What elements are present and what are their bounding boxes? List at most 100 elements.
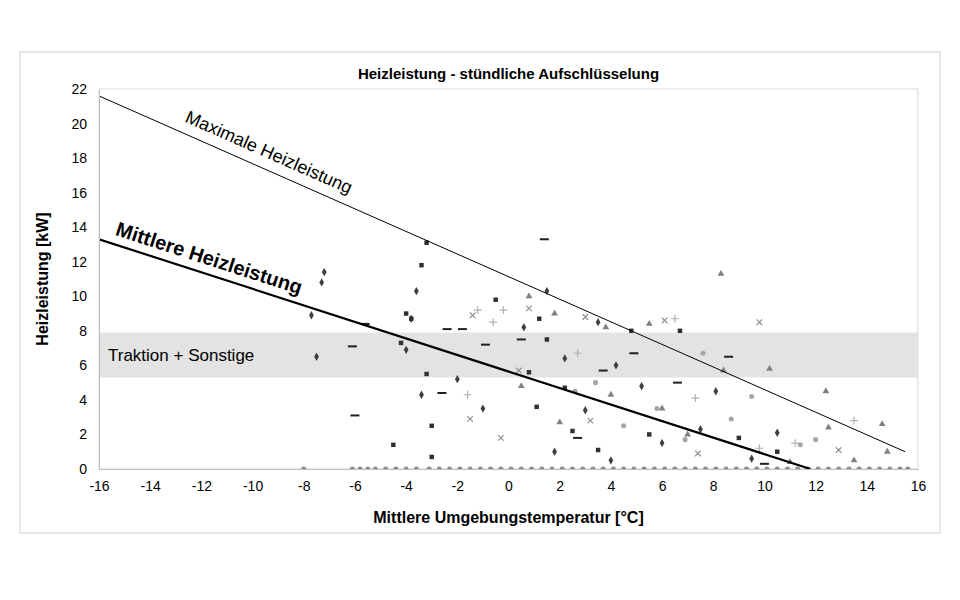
chart-title: Heizleistung - stündliche Aufschlüsselun…	[358, 65, 659, 82]
data-point	[391, 443, 395, 447]
data-point	[573, 437, 582, 439]
data-point	[639, 382, 644, 390]
plot-frame	[99, 89, 918, 469]
tick-label: 18	[71, 150, 87, 166]
data-point	[539, 466, 544, 469]
data-point	[836, 447, 842, 453]
data-point	[754, 466, 759, 469]
tick-label: -2	[452, 478, 465, 494]
tick-label: 0	[79, 461, 87, 477]
data-point	[570, 466, 575, 469]
tick: 14	[860, 469, 876, 494]
tick: -2	[452, 469, 465, 494]
data-point	[713, 466, 718, 469]
data-point	[593, 380, 598, 385]
data-point	[521, 323, 526, 331]
data-point	[404, 311, 408, 315]
data-point	[652, 466, 657, 469]
scatter-series	[348, 239, 769, 464]
tick: 0	[505, 469, 513, 494]
data-point	[570, 429, 574, 433]
data-point	[518, 382, 525, 388]
data-point	[582, 314, 588, 320]
data-point	[549, 466, 554, 469]
chart-svg: Maximale HeizleistungMittlere Heizleistu…	[0, 0, 960, 600]
x-axis-title: Mittlere Umgebungstemperatur [°C]	[373, 509, 643, 526]
data-point	[614, 361, 619, 369]
data-point	[383, 466, 388, 469]
data-point	[905, 466, 910, 469]
data-point	[447, 466, 452, 469]
chart-border	[20, 52, 940, 533]
tick: 8	[710, 469, 718, 494]
tick-label: 8	[710, 478, 718, 494]
data-point	[642, 466, 647, 469]
data-point	[775, 449, 779, 453]
plot-area	[99, 96, 918, 469]
data-point	[857, 466, 862, 469]
data-point	[744, 466, 749, 469]
data-point	[608, 456, 613, 464]
tick: 6	[659, 469, 667, 494]
data-point	[424, 372, 428, 376]
data-point	[602, 323, 609, 329]
data-point	[599, 370, 608, 372]
data-point	[526, 292, 533, 298]
data-point	[678, 329, 682, 333]
scatter-series	[467, 306, 841, 457]
data-point	[607, 391, 614, 397]
data-point	[654, 406, 659, 411]
data-point	[734, 466, 739, 469]
data-point	[545, 337, 549, 341]
data-point	[836, 466, 841, 469]
data-point	[322, 268, 327, 276]
data-point	[867, 466, 872, 469]
data-point	[481, 344, 490, 346]
data-point	[662, 318, 668, 324]
tick: 4	[79, 392, 99, 408]
data-point	[517, 338, 526, 340]
tick: 12	[71, 254, 99, 270]
data-point	[458, 328, 467, 330]
band-label: Traktion + Sonstige	[108, 346, 254, 365]
data-point	[348, 345, 357, 347]
tick-label: 12	[71, 254, 87, 270]
tick: -12	[192, 469, 212, 494]
data-point	[478, 466, 483, 469]
tick-label: 4	[79, 392, 87, 408]
data-point	[683, 437, 688, 442]
data-point	[527, 370, 531, 374]
tick-label: -16	[89, 478, 109, 494]
tick-label: 10	[757, 478, 773, 494]
tick-label: 6	[79, 357, 87, 373]
data-point	[764, 466, 769, 469]
data-point	[526, 306, 532, 312]
data-point	[467, 416, 473, 422]
axis-line	[100, 469, 919, 470]
data-point	[519, 466, 524, 469]
tick: 12	[808, 469, 824, 494]
data-point	[419, 391, 424, 399]
tick-label: 8	[79, 323, 87, 339]
data-point	[455, 375, 460, 383]
data-point	[631, 466, 636, 469]
data-point	[590, 466, 595, 469]
tick: -14	[141, 469, 161, 494]
tick: 2	[79, 426, 99, 442]
tick-label: -14	[141, 478, 161, 494]
data-point	[537, 316, 541, 320]
data-point	[409, 316, 413, 320]
tick: 2	[556, 469, 564, 494]
data-point	[429, 455, 433, 459]
y-axis: 0246810121416182022	[71, 81, 99, 477]
tick: -10	[243, 469, 263, 494]
data-point	[851, 456, 858, 462]
line-series	[99, 239, 811, 469]
data-point	[846, 466, 851, 469]
data-point	[659, 405, 666, 411]
tick: 10	[757, 469, 773, 494]
data-point	[629, 352, 638, 354]
tick-label: 0	[505, 478, 513, 494]
data-point	[319, 278, 324, 286]
data-point	[470, 312, 476, 318]
